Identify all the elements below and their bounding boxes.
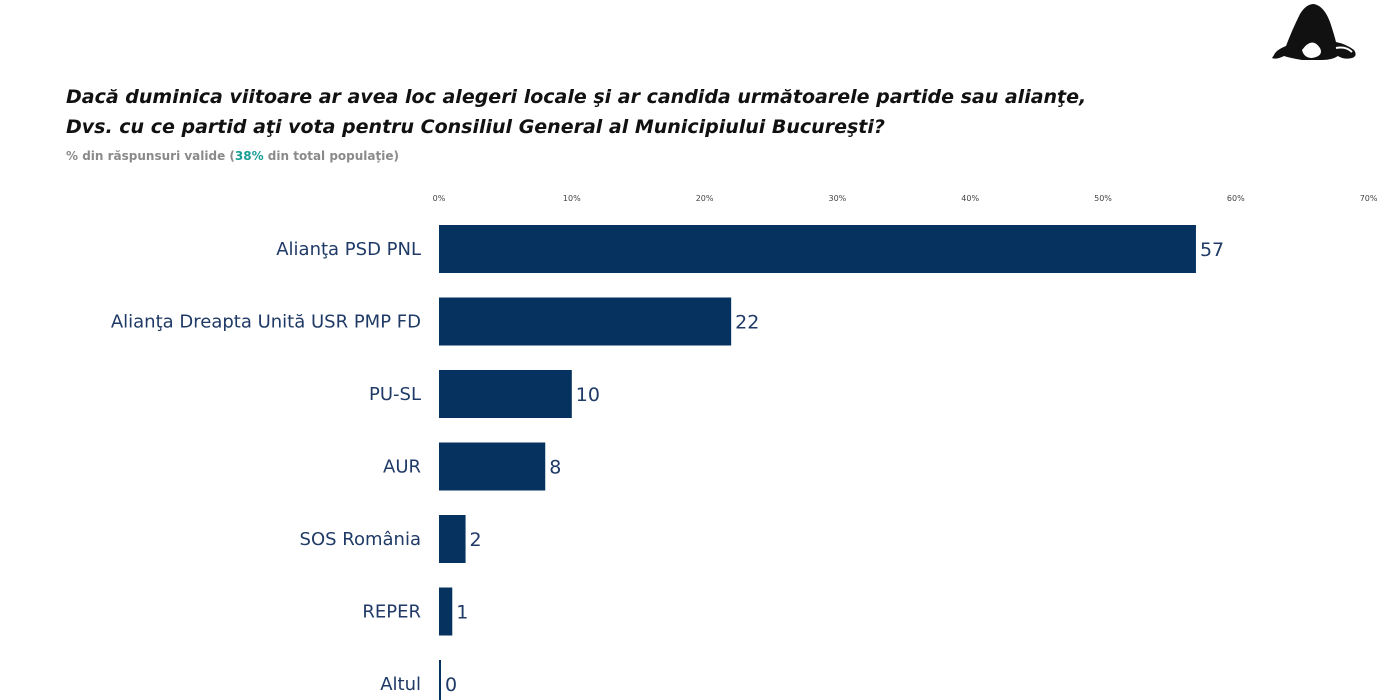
x-tick-label: 40% [961, 194, 979, 203]
chart-subtitle: % din răspunsuri valide (38% din total p… [66, 149, 399, 163]
bar-value-label: 57 [1200, 239, 1224, 261]
x-tick-label: 50% [1094, 194, 1112, 203]
silhouette-logo-icon [1262, 0, 1362, 70]
bar [439, 587, 453, 636]
x-tick-label: 70% [1360, 194, 1378, 203]
x-tick-label: 30% [829, 194, 847, 203]
subtitle-suffix: din total populaţie) [263, 149, 399, 163]
bar [439, 225, 1196, 273]
category-label: PU-SL [369, 384, 421, 405]
x-tick-label: 10% [563, 194, 581, 203]
x-tick-label: 20% [696, 194, 714, 203]
bar-value-label: 0 [445, 674, 457, 696]
bar [439, 442, 546, 491]
bar [439, 515, 466, 563]
x-tick-label: 60% [1227, 194, 1245, 203]
bar-value-label: 2 [470, 529, 482, 551]
bar [439, 370, 572, 418]
chart-title-line-1: Dacă duminica viitoare ar avea loc alege… [66, 86, 1087, 108]
category-label: Alianţa Dreapta Unită USR PMP FD [111, 312, 421, 333]
x-tick-label: 0% [433, 194, 446, 203]
subtitle-prefix: % din răspunsuri valide ( [66, 149, 235, 163]
category-label: Altul [380, 674, 421, 695]
subtitle-highlight: 38% [234, 149, 264, 163]
category-label: REPER [362, 602, 421, 623]
chart-title-line-2: Dvs. cu ce partid aţi vota pentru Consil… [66, 116, 885, 138]
bar [439, 660, 441, 700]
category-label: SOS România [300, 529, 421, 550]
bar-value-label: 1 [456, 602, 468, 624]
bar-value-label: 8 [549, 457, 561, 479]
bar-value-label: 10 [576, 384, 600, 406]
bar [439, 297, 732, 346]
bar-value-label: 22 [735, 312, 759, 334]
category-label: AUR [383, 457, 421, 478]
category-label: Alianţa PSD PNL [276, 239, 421, 260]
